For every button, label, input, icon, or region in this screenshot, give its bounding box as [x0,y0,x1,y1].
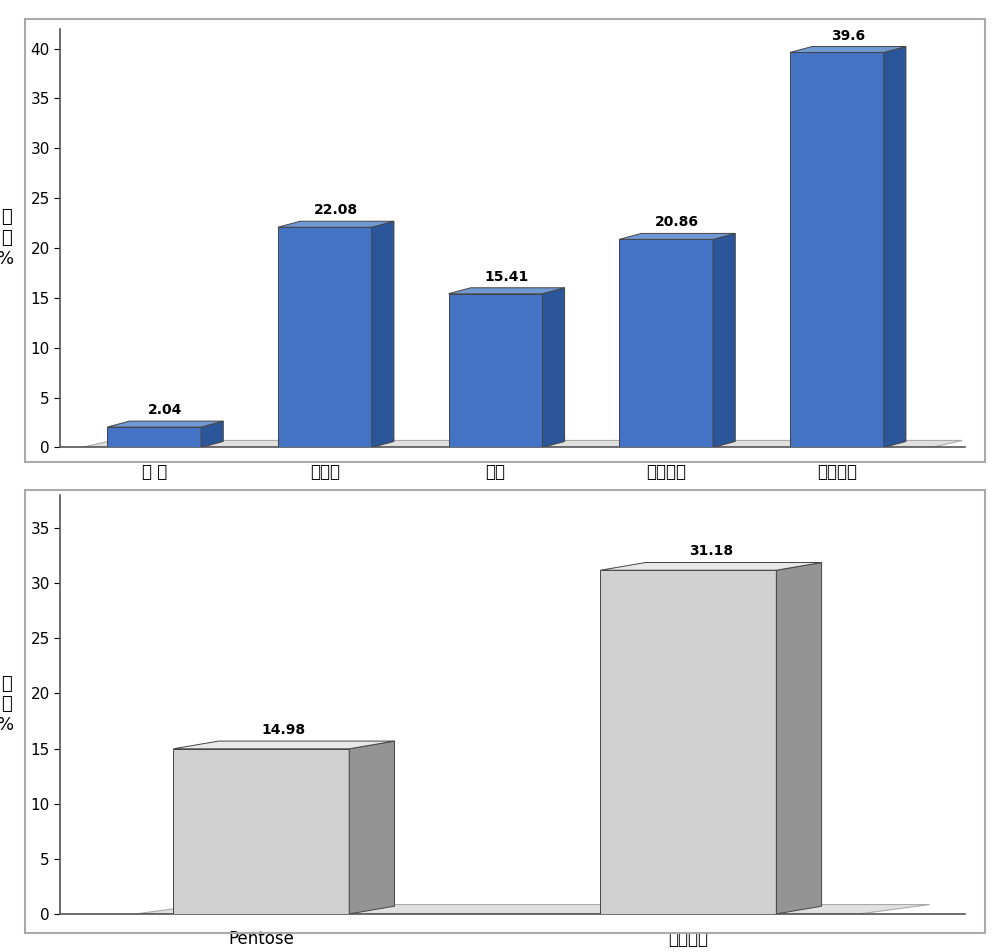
Polygon shape [883,47,906,447]
Polygon shape [173,749,350,914]
Polygon shape [714,233,736,447]
Polygon shape [777,563,822,914]
Polygon shape [278,221,394,228]
Y-axis label: 함
량
%: 함 량 % [0,208,15,268]
Polygon shape [108,421,223,427]
Text: 2.04: 2.04 [148,403,183,417]
Polygon shape [619,233,736,239]
Polygon shape [201,421,223,447]
Polygon shape [448,294,543,447]
Polygon shape [601,570,777,914]
Polygon shape [448,288,565,294]
Polygon shape [81,441,962,447]
Polygon shape [543,288,565,447]
Polygon shape [350,741,395,914]
Text: 22.08: 22.08 [314,204,358,217]
Y-axis label: 함
량
%: 함 량 % [0,675,15,734]
Text: 20.86: 20.86 [655,215,699,229]
Text: 31.18: 31.18 [689,545,733,558]
Polygon shape [372,221,394,447]
Polygon shape [790,52,883,447]
Polygon shape [108,427,201,447]
Polygon shape [601,563,822,570]
Polygon shape [173,741,395,749]
Text: 15.41: 15.41 [484,269,529,284]
Polygon shape [619,239,714,447]
Polygon shape [136,904,930,914]
Text: 14.98: 14.98 [262,723,306,737]
Polygon shape [790,47,906,52]
Polygon shape [278,228,372,447]
Text: 39.6: 39.6 [831,29,865,43]
